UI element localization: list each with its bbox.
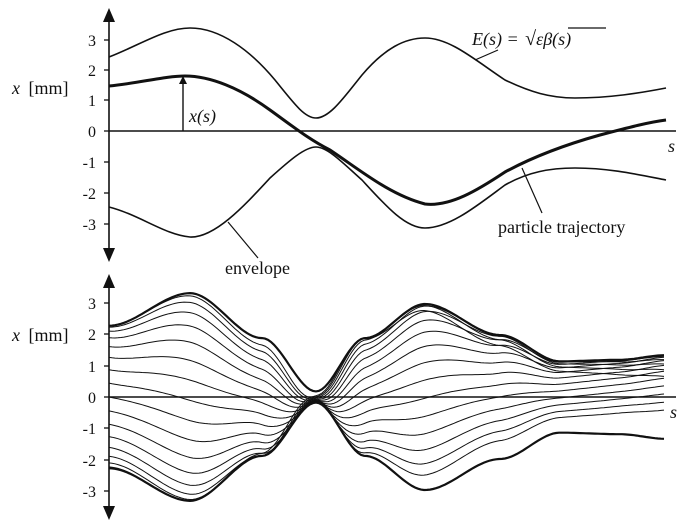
top-tick-marks [104, 39, 109, 225]
particle-trajectory-label: particle trajectory [498, 217, 625, 237]
top-lower-envelope [108, 146, 667, 238]
top-tick-label-2: 2 [88, 63, 96, 80]
formula-leader-line [474, 49, 499, 61]
bottom-tick-label-0: 0 [88, 390, 96, 407]
family-trajectory-2 [109, 301, 665, 465]
top-s-axis-label: s [668, 136, 675, 156]
trajectory-leader-line [521, 167, 543, 214]
bottom-tick-label-1: 1 [88, 359, 96, 376]
family-trajectory-10 [108, 330, 665, 443]
top-panel: 3 2 1 0 -1 -2 -3 x [mm] s x(s) E(s) = √ε… [11, 8, 676, 278]
bottom-y-axis-label: x [mm] [11, 325, 69, 345]
family-trajectory-5 [108, 339, 665, 427]
family-trajectory-12 [108, 310, 664, 474]
top-tick-label-m1: -1 [83, 155, 96, 172]
bottom-s-axis-label: s [670, 402, 677, 422]
family-trajectory-4 [108, 324, 665, 436]
particle-trajectory-curve [108, 74, 667, 206]
family-trajectory-9 [108, 344, 665, 428]
bottom-tick-label-m2: -2 [83, 453, 96, 470]
top-tick-label-3: 3 [88, 33, 96, 50]
bottom-lower-envelope [108, 401, 665, 503]
bottom-tick-label-2: 2 [88, 327, 96, 344]
bottom-y-axis-arrow-down [103, 506, 115, 520]
bottom-y-axis-arrow-up [103, 274, 115, 288]
family-trajectory-3 [108, 311, 665, 452]
family-trajectory-7 [108, 364, 665, 413]
x-s-marker-label: x(s) [188, 106, 216, 127]
bottom-tick-label-m1: -1 [83, 421, 96, 438]
top-y-axis-arrow-down [103, 248, 115, 262]
top-y-axis-label: x [mm] [11, 78, 69, 98]
envelope-formula-label: E(s) = √εβ(s) [471, 28, 571, 50]
envelope-label: envelope [225, 258, 290, 278]
top-tick-label-0: 0 [88, 124, 96, 141]
top-tick-label-m2: -2 [83, 186, 96, 203]
family-trajectory-6 [108, 356, 665, 419]
bottom-panel: 3 2 1 0 -1 -2 -3 x [mm] s [11, 274, 677, 520]
bottom-tick-label-3: 3 [88, 296, 96, 313]
top-upper-envelope [108, 27, 667, 119]
top-tick-label-m3: -3 [83, 217, 96, 234]
trajectory-family [108, 291, 665, 503]
top-y-axis-arrow-up [103, 8, 115, 22]
envelope-leader-line [227, 221, 259, 259]
family-trajectory-16 [108, 309, 665, 502]
bottom-upper-envelope [108, 291, 665, 393]
top-tick-label-1: 1 [88, 93, 96, 110]
family-trajectory-1 [108, 295, 665, 476]
bottom-tick-label-m3: -3 [83, 484, 96, 501]
bottom-tick-marks [104, 302, 109, 492]
